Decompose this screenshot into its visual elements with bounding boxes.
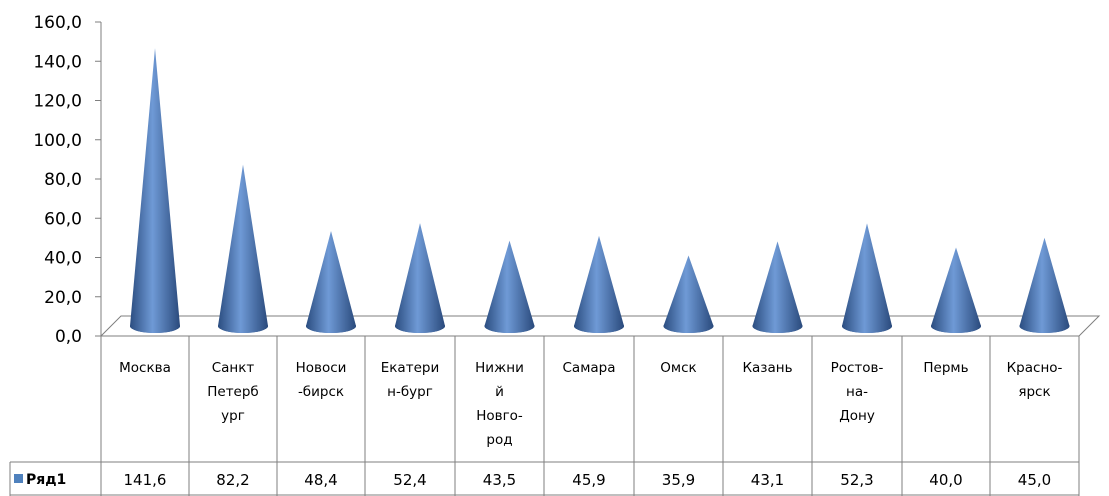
cone-body: [931, 247, 981, 333]
y-tick-label: 80,0: [44, 170, 82, 190]
data-value-label: 52,4: [393, 471, 426, 489]
cone-body: [574, 235, 624, 333]
cone-mark: [931, 247, 981, 333]
y-tick-label: 100,0: [33, 131, 82, 151]
cone-mark: [395, 223, 445, 333]
data-value-label: 40,0: [929, 471, 962, 489]
category-label: Самара: [563, 360, 616, 376]
cone-mark: [842, 223, 892, 333]
cone-body: [395, 223, 445, 333]
cone-mark: [752, 241, 803, 333]
data-value-label: 45,0: [1018, 471, 1051, 489]
cone-series: [130, 48, 1070, 334]
y-tick-label: 20,0: [44, 288, 82, 308]
category-label: Новоси -бирск: [296, 360, 347, 400]
y-tick-label: 40,0: [44, 249, 82, 269]
category-label: Омск: [660, 360, 696, 376]
cone-body: [306, 231, 356, 333]
cone-body: [130, 48, 180, 334]
category-label: Ростов-на-Дону: [831, 360, 884, 424]
category-label: Казань: [742, 360, 792, 376]
category-label: Пермь: [923, 360, 968, 376]
cone-body: [1019, 237, 1070, 333]
category-label: Красно-ярск: [1007, 360, 1063, 400]
data-value-label: 141,6: [124, 471, 167, 489]
cone-body: [663, 255, 714, 333]
category-label: Санкт Петерб ург: [207, 360, 259, 424]
cone-body: [842, 223, 892, 333]
cone-mark: [306, 231, 356, 333]
cone-body: [484, 240, 535, 333]
cone-body: [752, 241, 803, 333]
legend-label: Ряд1: [26, 472, 66, 488]
y-tick-label: 120,0: [33, 92, 82, 112]
data-value-label: 43,1: [751, 471, 784, 489]
data-value-label: 45,9: [572, 471, 605, 489]
y-tick-label: 160,0: [33, 13, 82, 33]
y-tick-label: 140,0: [33, 52, 82, 72]
y-tick-label: 0,0: [55, 327, 82, 347]
cone-mark: [663, 255, 714, 333]
cone-body: [218, 164, 268, 333]
cone-mark: [130, 48, 180, 334]
cone-mark: [484, 240, 535, 333]
value-axis: 0,0 20,0 40,0 60,0 80,0 100,0 120,0 140,0 160,0: [33, 13, 102, 347]
cone-mark: [218, 164, 268, 333]
category-label: Нижни й Новго-род: [475, 360, 524, 448]
data-value-label: 52,3: [840, 471, 873, 489]
legend-swatch: [14, 474, 23, 483]
category-label: Екатери н-бург: [381, 360, 439, 400]
data-value-label: 35,9: [662, 471, 695, 489]
data-value-label: 48,4: [304, 471, 337, 489]
data-value-label: 82,2: [216, 471, 249, 489]
y-tick-label: 60,0: [44, 209, 82, 229]
cone-mark: [1019, 237, 1070, 333]
data-table: Ряд1 Москва Санкт Петерб ург Новоси -бирск Екат…: [9, 335, 1080, 496]
cone-mark: [574, 235, 624, 333]
data-value-label: 43,5: [483, 471, 516, 489]
category-label: Москва: [119, 360, 171, 376]
